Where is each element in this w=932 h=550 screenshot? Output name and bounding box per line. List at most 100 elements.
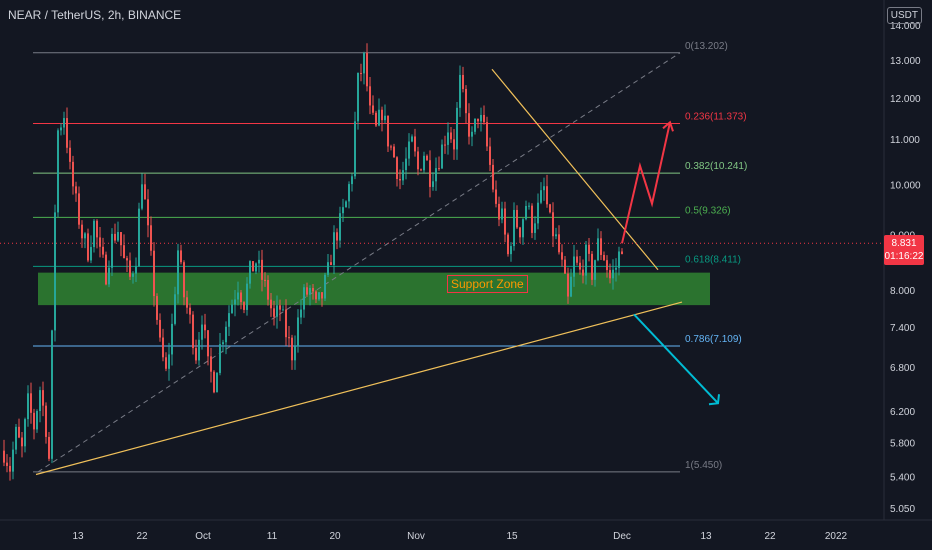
candle-body	[249, 261, 251, 284]
candle-body	[489, 146, 491, 165]
x-tick-label: 2022	[825, 531, 848, 542]
fib-trend-dashed	[37, 52, 681, 473]
candle-body	[573, 256, 575, 277]
candle-body	[6, 462, 8, 466]
candle-body	[72, 161, 74, 187]
y-tick-label: 6.800	[890, 363, 915, 374]
candle-body	[285, 309, 287, 338]
candle-body	[513, 209, 515, 247]
y-tick-label: 7.400	[890, 323, 915, 334]
candle-body	[348, 184, 350, 202]
support-zone	[38, 272, 710, 306]
candle-body	[294, 346, 296, 361]
fib-level-label: 0.382(10.241)	[685, 161, 747, 172]
candle-body	[180, 250, 182, 263]
candle-body	[63, 118, 65, 128]
candle-body	[342, 207, 344, 214]
bearish-projection-arrow	[633, 313, 719, 404]
candle-body	[375, 112, 377, 126]
candle-body	[51, 330, 53, 459]
symbol-title[interactable]: NEAR / TetherUS, 2h, BINANCE	[8, 8, 182, 22]
candle-body	[558, 234, 560, 253]
candle-body	[438, 168, 440, 170]
y-tick-label: 5.800	[890, 438, 915, 449]
candle-body	[510, 246, 512, 255]
candle-body	[27, 393, 29, 420]
x-tick-label: 13	[72, 531, 84, 542]
candle-body	[339, 213, 341, 241]
candle-body	[357, 72, 359, 122]
candle-body	[246, 283, 248, 310]
candle-body	[522, 219, 524, 238]
candle-body	[243, 302, 245, 310]
candle-body	[9, 465, 11, 472]
candle-body	[336, 232, 338, 241]
candle-body	[153, 250, 155, 297]
candle-body	[561, 252, 563, 260]
x-tick-label: 15	[506, 531, 518, 542]
candle-body	[399, 179, 401, 181]
candle-body	[471, 131, 473, 137]
candle-body	[324, 274, 326, 299]
support-zone-label: Support Zone	[447, 275, 528, 293]
candle-body	[159, 319, 161, 338]
candle-body	[81, 224, 83, 239]
candle-body	[213, 371, 215, 393]
candle-body	[507, 234, 509, 255]
candle-body	[183, 262, 185, 298]
candle-body	[543, 186, 545, 191]
y-tick-label: 13.000	[890, 56, 921, 67]
candle-body	[66, 118, 68, 148]
candle-body	[174, 294, 176, 324]
candle-body	[393, 146, 395, 158]
candle-body	[186, 297, 188, 308]
candle-body	[192, 314, 194, 349]
candle-body	[333, 232, 335, 265]
fib-level-label: 1(5.450)	[685, 460, 722, 471]
candle-body	[486, 122, 488, 147]
candle-body	[465, 88, 467, 114]
candle-body	[138, 208, 140, 267]
candle-body	[126, 258, 128, 261]
candle-body	[564, 259, 566, 274]
candle-body	[135, 266, 137, 274]
candle-body	[546, 186, 548, 205]
y-tick-label: 5.400	[890, 472, 915, 483]
candle-body	[231, 304, 233, 314]
candle-body	[198, 339, 200, 361]
candle-body	[117, 232, 119, 241]
currency-badge[interactable]: USDT	[886, 7, 922, 24]
candle-body	[612, 269, 614, 279]
candle-body	[432, 181, 434, 187]
candle-body	[492, 164, 494, 190]
candle-body	[417, 151, 419, 170]
candle-body	[327, 262, 329, 275]
candle-body	[579, 262, 581, 270]
candle-body	[537, 202, 539, 224]
candle-body	[216, 372, 218, 393]
candle-body	[318, 292, 320, 300]
candle-body	[315, 291, 317, 300]
candle-body	[498, 203, 500, 220]
candle-body	[321, 292, 323, 299]
last-price-value: 8.831	[891, 238, 917, 249]
candle-body	[93, 220, 95, 248]
candle-body	[18, 426, 20, 438]
candle-body	[444, 144, 446, 146]
candle-body	[87, 233, 89, 261]
candle-body	[273, 308, 275, 317]
candle-body	[495, 189, 497, 204]
candle-body	[549, 204, 551, 213]
candle-body	[120, 232, 122, 246]
support-trendline	[35, 301, 683, 476]
candle-body	[21, 437, 23, 447]
candle-body	[165, 357, 167, 369]
candle-body	[477, 118, 479, 122]
candle-body	[423, 155, 425, 171]
candle-body	[474, 118, 476, 132]
candle-body	[516, 209, 518, 228]
candle-body	[540, 190, 542, 203]
candle-body	[114, 233, 116, 241]
